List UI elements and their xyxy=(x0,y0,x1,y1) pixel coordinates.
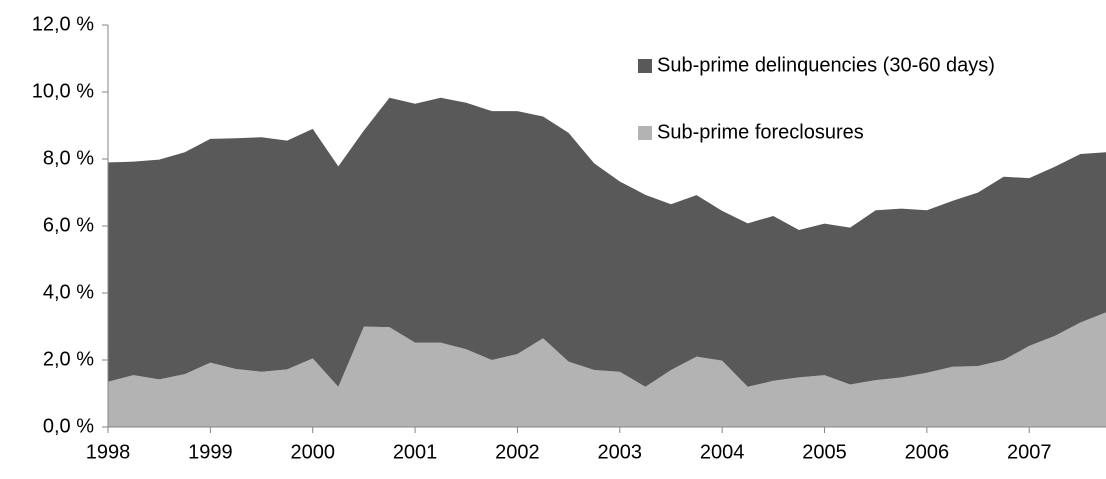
y-tick-label: 12,0 % xyxy=(32,13,94,35)
legend-label: Sub-prime delinquencies (30-60 days) xyxy=(657,54,995,76)
legend-swatch xyxy=(638,126,652,140)
y-tick-label: 8,0 % xyxy=(43,147,94,169)
x-tick-label: 2003 xyxy=(598,441,643,463)
y-tick-label: 10,0 % xyxy=(32,80,94,102)
x-tick-label: 2001 xyxy=(393,441,438,463)
y-tick-label: 4,0 % xyxy=(43,281,94,303)
area xyxy=(108,97,1106,387)
y-tick-label: 6,0 % xyxy=(43,214,94,236)
x-tick-label: 2000 xyxy=(290,441,335,463)
y-tick-label: 2,0 % xyxy=(43,348,94,370)
x-tick-label: 2006 xyxy=(905,441,950,463)
x-tick-label: 1998 xyxy=(86,441,131,463)
y-tick-label: 0,0 % xyxy=(43,415,94,437)
legend-swatch xyxy=(638,59,652,73)
legend-label: Sub-prime foreclosures xyxy=(657,121,864,143)
area xyxy=(108,312,1106,427)
x-tick-label: 2004 xyxy=(700,441,745,463)
x-tick-label: 2002 xyxy=(495,441,540,463)
x-tick-label: 2005 xyxy=(802,441,847,463)
x-tick-label: 2007 xyxy=(1007,441,1052,463)
x-tick-label: 1999 xyxy=(188,441,233,463)
